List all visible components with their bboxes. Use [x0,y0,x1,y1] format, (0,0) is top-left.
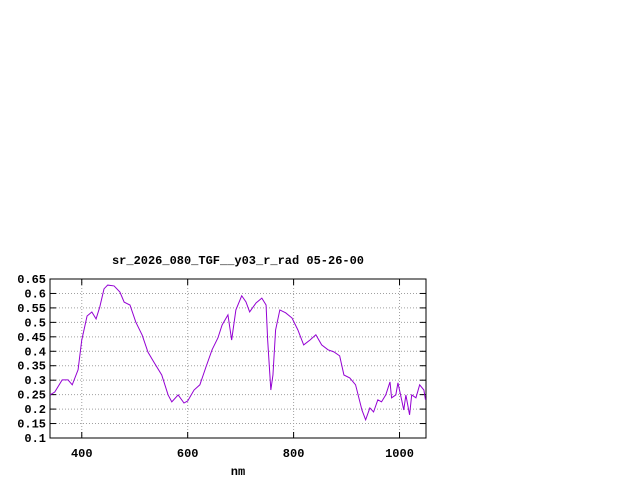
y-tick-label: 0.65 [17,273,46,287]
plot-frame [49,278,427,439]
x-tick-label: 1000 [385,447,414,461]
y-tick-label: 0.25 [17,389,46,403]
data-line [49,284,426,422]
y-tick-label: 0.2 [24,403,46,417]
x-tick-label: 400 [71,447,93,461]
y-tick-label: 0.3 [24,374,46,388]
y-tick-label: 0.1 [24,432,46,446]
y-tick-label: 0.45 [17,331,46,345]
x-tick-label: 800 [283,447,305,461]
y-tick-label: 0.4 [24,345,46,359]
x-tick-label: 600 [177,447,199,461]
y-tick-label: 0.6 [24,287,46,301]
y-tick-label: 0.35 [17,360,46,374]
y-tick-label: 0.55 [17,302,46,316]
chart-title: sr_2026_080_TGF__y03_r_rad 05-26-00 [112,254,364,268]
y-tick-label: 0.15 [17,418,46,432]
x-axis-label: nm [231,465,245,479]
y-tick-label: 0.5 [24,316,46,330]
